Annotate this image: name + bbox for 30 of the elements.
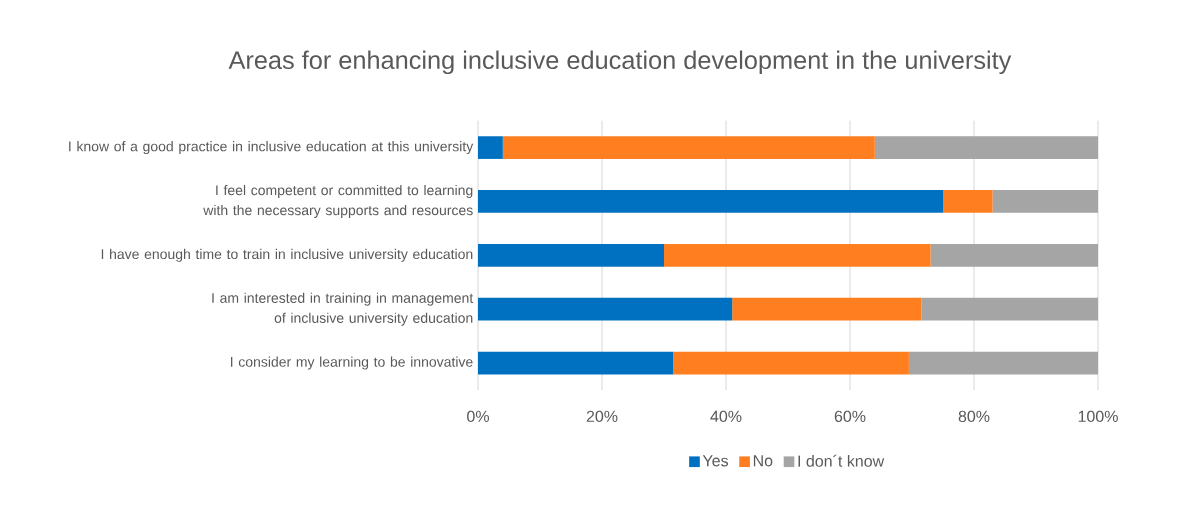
x-tick-label: 60%: [834, 410, 866, 423]
x-tick-label: 0%: [467, 410, 489, 423]
bar: [664, 243, 931, 267]
x-tick-label: 80%: [958, 410, 990, 423]
bar: [992, 190, 1098, 213]
y-tick-label: I am interested in training in management of inclusive university education: [212, 292, 474, 326]
y-tick-label: I have enough time to train in inclusive university education: [101, 248, 473, 262]
bar: [732, 297, 922, 321]
bar: [943, 190, 993, 213]
x-tick-label: 20%: [586, 410, 618, 423]
bar: [874, 136, 1098, 159]
x-tick-label: 40%: [710, 410, 742, 423]
bar: [502, 136, 875, 159]
legend-label: Yes: [702, 455, 729, 467]
bar: [478, 190, 943, 213]
x-tick-label: 100%: [1078, 410, 1118, 423]
y-tick-label: I know of a good practice in inclusive education at this university: [69, 141, 474, 155]
bar: [478, 351, 674, 375]
legend-label: I don´t know: [798, 454, 885, 467]
y-tick-label: I consider my learning to be innovative: [231, 356, 473, 370]
bar: [930, 243, 1098, 267]
y-tick-label: I feel competent or committed to learning with the necessary supports and resources: [203, 184, 473, 218]
bar: [908, 351, 1098, 375]
bar: [478, 297, 733, 321]
chart-title: Areas for enhancing inclusive education development in the university: [228, 50, 1012, 75]
bar: [478, 243, 664, 267]
legend-label: No: [753, 455, 773, 467]
bar: [921, 297, 1098, 321]
bar: [478, 136, 503, 159]
bar: [673, 351, 909, 375]
